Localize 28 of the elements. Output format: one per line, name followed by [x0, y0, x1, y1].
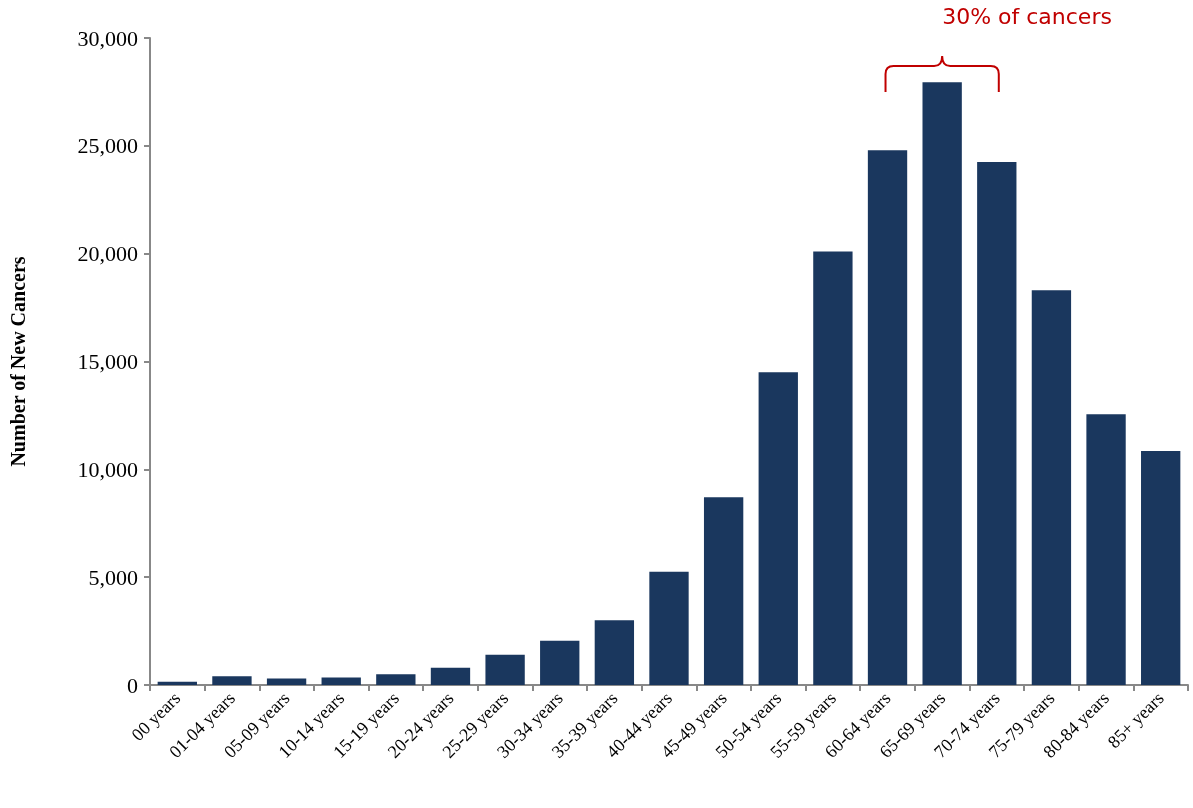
bar: [430, 667, 471, 685]
y-tick-label: 20,000: [77, 241, 138, 267]
bar: [649, 571, 689, 685]
bar: [157, 681, 197, 685]
y-tick-label: 25,000: [77, 133, 138, 159]
y-tick-label: 10,000: [77, 456, 138, 482]
y-tick-label: 15,000: [77, 349, 138, 374]
bar: [703, 497, 744, 685]
y-tick-label: 0: [127, 672, 138, 698]
bar: [594, 620, 635, 685]
y-tick-label: 30,000: [77, 25, 138, 51]
bar: [321, 677, 361, 685]
bar: [813, 251, 853, 685]
y-axis-title: Number of New Cancers: [7, 256, 29, 467]
bar: [758, 372, 798, 685]
text: 30% of cancers: [942, 3, 1112, 29]
bar: [485, 654, 525, 685]
y-tick-label: 5,000: [88, 564, 138, 590]
bar: [977, 162, 1017, 685]
bar: [922, 82, 962, 685]
bar: [376, 674, 416, 685]
bar: [867, 150, 908, 685]
bar: [540, 640, 580, 685]
bar: [212, 676, 252, 685]
bar: [266, 678, 307, 685]
bar: [1141, 451, 1181, 685]
bar: [1086, 414, 1126, 685]
bar: [1031, 290, 1072, 685]
